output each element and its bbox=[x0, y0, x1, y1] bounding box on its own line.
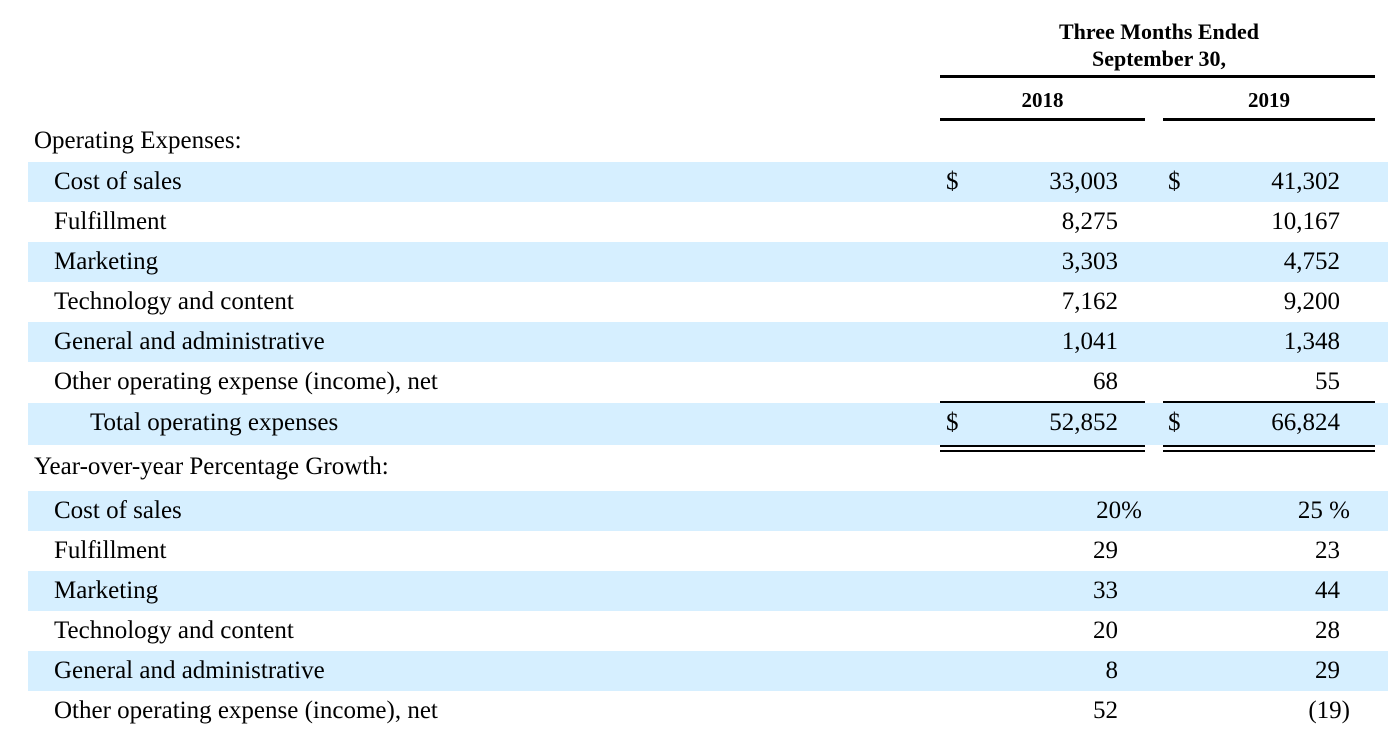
row-label: Marketing bbox=[54, 248, 159, 275]
header-rule bbox=[940, 75, 1375, 78]
double-rule-2019-bottom bbox=[1163, 450, 1375, 452]
row-label: General and administrative bbox=[54, 328, 325, 355]
table-row: Cost of sales 20% 25 % bbox=[28, 491, 1388, 531]
total-2019: 66,824 bbox=[1271, 409, 1340, 436]
value-2019: 4,752 bbox=[1283, 248, 1340, 275]
period-line-1: Three Months Ended bbox=[1058, 19, 1260, 44]
value-2019: 9,200 bbox=[1283, 288, 1340, 315]
year-2018-rule bbox=[940, 118, 1145, 121]
value-2019: 41,302 bbox=[1271, 168, 1340, 195]
year-2019-header: 2019 bbox=[1248, 88, 1290, 112]
table-row: Other operating expense (income), net 68… bbox=[28, 362, 1388, 402]
table-row: Other operating expense (income), net 52… bbox=[28, 691, 1388, 730]
table-row: Fulfillment 8,275 10,167 bbox=[28, 202, 1388, 242]
growth-2018: 29 bbox=[1093, 537, 1118, 564]
value-2019: 10,167 bbox=[1271, 208, 1340, 235]
value-2018: 33,003 bbox=[1049, 168, 1118, 195]
growth-heading: Year-over-year Percentage Growth: bbox=[34, 453, 389, 480]
row-label: Other operating expense (income), net bbox=[54, 368, 438, 395]
row-label: Cost of sales bbox=[54, 497, 182, 524]
growth-2019: 25 % bbox=[1297, 497, 1350, 524]
growth-2019: (19) bbox=[1308, 697, 1350, 724]
currency-symbol: $ bbox=[946, 409, 959, 436]
operating-expenses-heading: Operating Expenses: bbox=[34, 127, 242, 154]
table-row: Technology and content 7,162 9,200 bbox=[28, 282, 1388, 322]
row-label: Marketing bbox=[54, 577, 159, 604]
total-2018: 52,852 bbox=[1049, 409, 1118, 436]
value-2018: 1,041 bbox=[1061, 328, 1118, 355]
value-2018: 3,303 bbox=[1061, 248, 1118, 275]
total-label: Total operating expenses bbox=[90, 409, 339, 436]
table-row: Marketing 3,303 4,752 bbox=[28, 242, 1388, 282]
growth-2019: 29 bbox=[1315, 657, 1340, 684]
table-row: General and administrative 1,041 1,348 bbox=[28, 322, 1388, 362]
subtotal-rule-2019 bbox=[1163, 401, 1375, 403]
subtotal-rule-2018 bbox=[940, 401, 1145, 403]
currency-symbol: $ bbox=[1168, 409, 1181, 436]
period-line-2: September 30, bbox=[1091, 46, 1227, 71]
growth-2019: 44 bbox=[1315, 577, 1340, 604]
row-label: Fulfillment bbox=[54, 208, 167, 235]
growth-2019: 23 bbox=[1315, 537, 1340, 564]
double-rule-2018-top bbox=[940, 445, 1145, 447]
value-2019: 1,348 bbox=[1283, 328, 1340, 355]
double-rule-2018-bottom bbox=[940, 450, 1145, 452]
currency-symbol: $ bbox=[1168, 168, 1181, 195]
period-header: Three Months Ended September 30, bbox=[940, 18, 1378, 72]
value-2018: 8,275 bbox=[1061, 208, 1118, 235]
growth-2018: 20% bbox=[1096, 497, 1142, 524]
row-label: Other operating expense (income), net bbox=[54, 697, 438, 724]
growth-2018: 8 bbox=[1105, 657, 1119, 684]
table-row: Cost of sales $ 33,003 $ 41,302 bbox=[28, 162, 1388, 202]
total-row: Total operating expenses $ 52,852 $ 66,8… bbox=[28, 403, 1388, 445]
value-2018: 68 bbox=[1093, 368, 1118, 395]
growth-2018: 20 bbox=[1093, 617, 1118, 644]
growth-2019: 28 bbox=[1315, 617, 1340, 644]
double-rule-2019-top bbox=[1163, 445, 1375, 447]
row-label: Technology and content bbox=[54, 617, 294, 644]
growth-2018: 52 bbox=[1093, 697, 1118, 724]
table-row: General and administrative 8 29 bbox=[28, 651, 1388, 691]
row-label: Technology and content bbox=[54, 288, 294, 315]
value-2018: 7,162 bbox=[1061, 288, 1118, 315]
row-label: Fulfillment bbox=[54, 537, 167, 564]
row-label: General and administrative bbox=[54, 657, 325, 684]
table-row: Technology and content 20 28 bbox=[28, 611, 1388, 651]
value-2019: 55 bbox=[1315, 368, 1340, 395]
year-2019-rule bbox=[1163, 118, 1375, 121]
row-label: Cost of sales bbox=[54, 168, 182, 195]
table-row: Fulfillment 29 23 bbox=[28, 531, 1388, 571]
table-row: Marketing 33 44 bbox=[28, 571, 1388, 611]
growth-2018: 33 bbox=[1093, 577, 1118, 604]
year-2018-header: 2018 bbox=[1021, 88, 1064, 112]
currency-symbol: $ bbox=[946, 168, 959, 195]
